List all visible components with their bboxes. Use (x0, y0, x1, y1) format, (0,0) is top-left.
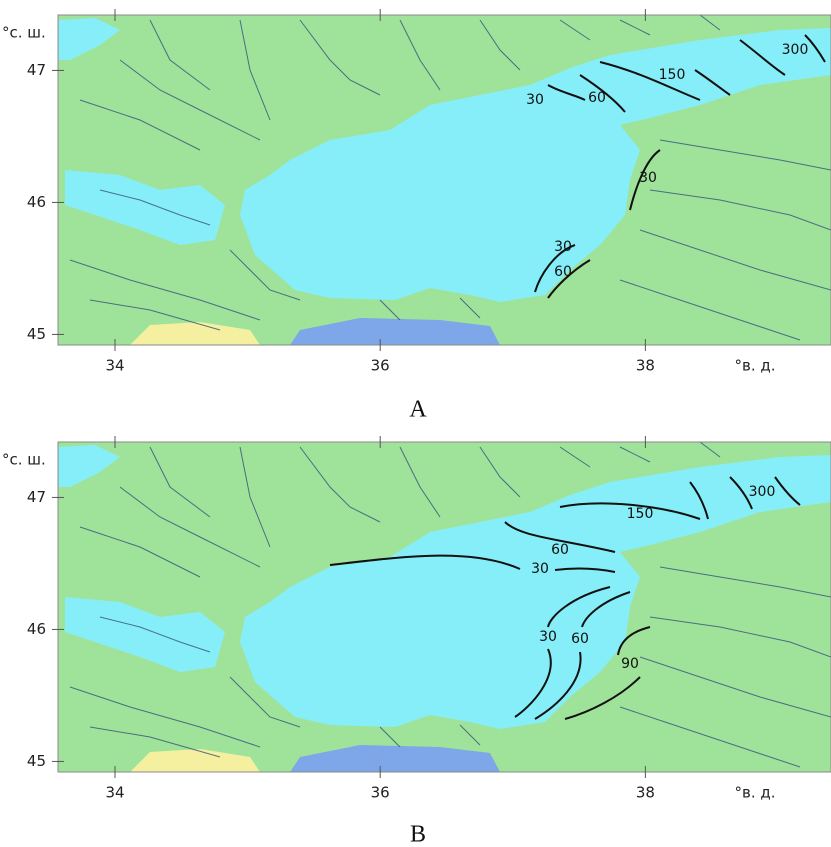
lat-tick-label: 47 (27, 488, 46, 506)
lat-tick-label: 47 (27, 61, 46, 79)
isoline-label: 150 (659, 67, 686, 83)
lat-axis-label: °с. ш. (2, 451, 46, 469)
figure: 474645343638°с. ш.°в. д.3060150300303060… (0, 0, 831, 847)
lon-tick-label: 38 (636, 357, 655, 375)
isoline-label: 30 (639, 170, 657, 186)
lon-tick-label: 36 (371, 784, 390, 802)
isoline-label: 30 (539, 629, 557, 645)
isoline-label: 90 (621, 656, 639, 672)
lon-tick-label: 34 (105, 357, 124, 375)
lon-axis-label: °в. д. (734, 784, 775, 802)
isoline-label: 60 (551, 542, 569, 558)
map-image (58, 442, 831, 772)
isoline-label: 60 (571, 631, 589, 647)
panel-caption: В (410, 822, 426, 847)
lat-tick-label: 45 (27, 325, 46, 343)
lon-axis-label: °в. д. (734, 357, 775, 375)
lat-tick-label: 46 (27, 620, 46, 638)
panel-caption: А (409, 397, 427, 423)
lat-tick-label: 45 (27, 752, 46, 770)
isoline-label: 30 (531, 561, 549, 577)
isoline-label: 150 (627, 506, 654, 522)
lon-tick-label: 36 (371, 357, 390, 375)
isoline-label: 60 (588, 90, 606, 106)
isoline-label: 30 (526, 92, 544, 108)
isoline-label: 30 (554, 239, 572, 255)
lat-tick-label: 46 (27, 193, 46, 211)
lat-axis-label: °с. ш. (2, 24, 46, 42)
map-panel: 47 46 45 34 36 38 °с. ш. °в. д. 30 60 150 300 30 30 60… (2, 9, 831, 423)
isoline-label: 300 (749, 484, 776, 500)
isoline-label: 60 (554, 264, 572, 280)
isoline-label: 300 (782, 42, 809, 58)
lon-tick-label: 34 (105, 784, 124, 802)
map-image (58, 15, 831, 345)
lon-tick-label: 38 (636, 784, 655, 802)
